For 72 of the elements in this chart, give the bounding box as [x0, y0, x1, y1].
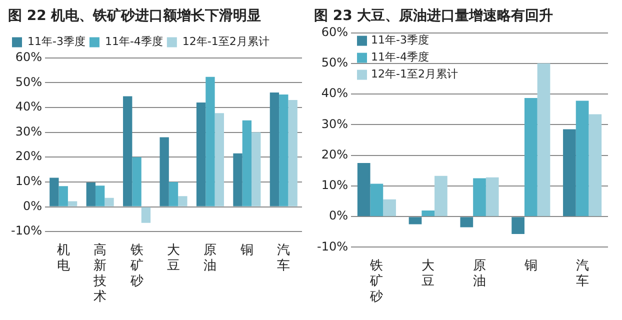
- chart-title: 图 22 机电、铁矿砂进口额增长下滑明显: [8, 7, 262, 24]
- bar: [537, 63, 550, 216]
- bar: [270, 92, 280, 206]
- x-tick-label: 汽车: [277, 242, 290, 274]
- y-tick-label: 30%: [15, 124, 42, 138]
- x-tick-label: 铜: [523, 258, 538, 274]
- bar: [460, 217, 474, 228]
- bar: [563, 129, 576, 216]
- bar: [50, 178, 59, 206]
- x-tick-label: 铜: [239, 242, 254, 258]
- legend-label: 11年-3季度: [28, 35, 86, 48]
- y-tick-label: 60%: [321, 24, 348, 39]
- x-tick-label: 原油: [473, 258, 486, 289]
- bar: [86, 182, 96, 206]
- bar: [123, 96, 132, 206]
- bar: [279, 94, 288, 206]
- bar: [422, 210, 435, 216]
- y-tick-label: 10%: [321, 178, 348, 192]
- y-tick-label: 20%: [15, 149, 42, 164]
- bar: [95, 186, 105, 206]
- x-tick-label: 汽车: [576, 258, 589, 289]
- y-tick-label: 50%: [15, 74, 42, 89]
- y-tick-label: 30%: [321, 116, 348, 131]
- x-tick-label: 铁矿砂: [129, 242, 144, 289]
- bar: [206, 76, 215, 206]
- bar: [58, 186, 68, 206]
- y-tick-label: 40%: [15, 100, 42, 114]
- x-tick-label: 大豆: [422, 258, 435, 289]
- bar: [524, 98, 538, 216]
- bar: [576, 100, 589, 216]
- bar: [588, 114, 602, 216]
- bar: [512, 217, 524, 234]
- y-tick-label: 40%: [321, 86, 348, 100]
- legend-label: 11年-3季度: [371, 34, 429, 47]
- x-tick-label: 高新技术: [92, 242, 107, 305]
- bar: [357, 162, 370, 216]
- bar: [473, 178, 486, 216]
- y-tick-label: 0%: [328, 208, 348, 223]
- bar: [408, 217, 422, 224]
- x-tick-label: 铁矿砂: [369, 258, 384, 305]
- bar: [141, 207, 151, 223]
- y-tick-label: 50%: [321, 56, 348, 70]
- legend-label: 11年-4季度: [104, 35, 163, 48]
- bar: [434, 176, 448, 216]
- bar: [242, 120, 252, 206]
- bar: [288, 100, 298, 206]
- bar: [168, 182, 178, 206]
- y-tick-label: 20%: [321, 147, 348, 162]
- y-tick-label: 10%: [15, 174, 42, 188]
- legend-label: 12年-1至2月累计: [371, 68, 458, 81]
- bar: [68, 201, 78, 206]
- bar: [214, 113, 224, 206]
- bar: [104, 198, 114, 206]
- bar: [132, 157, 142, 206]
- bar: [178, 196, 188, 206]
- bar: [233, 153, 242, 206]
- x-tick-label: 原油: [204, 242, 217, 274]
- chart-title: 图 23 大豆、原油进口量增速略有回升: [314, 7, 554, 24]
- y-tick-label: 0%: [22, 198, 42, 213]
- x-tick-label: 大豆: [167, 242, 180, 274]
- bar: [486, 177, 499, 216]
- bar: [383, 199, 396, 216]
- y-tick-label: 60%: [15, 50, 42, 64]
- bar: [160, 137, 169, 206]
- y-tick-label: -10%: [316, 239, 348, 254]
- x-tick-label: 机电: [56, 242, 70, 274]
- legend-label: 12年-1至2月累计: [182, 35, 270, 48]
- y-tick-label: -10%: [10, 224, 42, 238]
- bar: [252, 132, 261, 206]
- legend-label: 11年-4季度: [371, 50, 429, 64]
- bar: [370, 184, 384, 216]
- bar: [196, 102, 206, 206]
